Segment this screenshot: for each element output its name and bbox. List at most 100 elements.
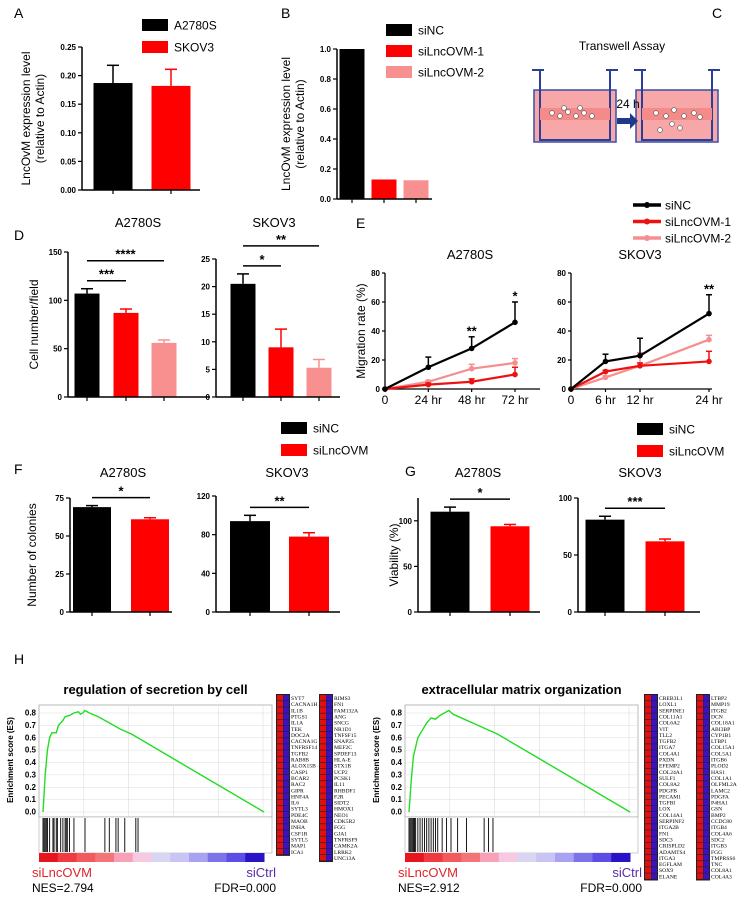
heatmap-cell (326, 695, 332, 701)
heatmap-cell (320, 731, 326, 738)
heatmap-cell (697, 750, 703, 756)
heatmap-cell (703, 861, 709, 867)
heatmap-cell (326, 811, 332, 818)
heatmap-cell (703, 824, 709, 830)
gene-label: ITGA7 (659, 745, 675, 751)
heatmap-cell (697, 830, 703, 836)
legend-marker (644, 218, 650, 225)
bar (490, 526, 530, 612)
gene-label: COL18A1 (711, 721, 735, 727)
gene-label: CRISPLD2 (659, 844, 685, 850)
data-point (425, 381, 432, 388)
y-axis-label: (relative to Actin) (293, 79, 307, 168)
gsea-title: regulation of secretion by cell (63, 682, 247, 697)
heatmap-cell (697, 848, 703, 855)
significance-label: ** (276, 232, 287, 247)
y-tick-label: 50 (55, 532, 64, 541)
heatmap-cell (320, 854, 326, 861)
gene-label: CREB3L1 (659, 696, 683, 702)
heatmap-cell (283, 713, 289, 719)
heatmap-cell (283, 818, 289, 824)
y-tick-label: 0.2 (25, 783, 37, 792)
gene-label: RAB8B (291, 758, 309, 764)
gene-label: COL1A1 (711, 776, 732, 782)
rank-color-segment (151, 853, 171, 862)
data-point (512, 319, 518, 326)
y-tick-label: 0.00 (60, 186, 76, 195)
heatmap-cell (283, 774, 289, 781)
heatmap-cell (277, 695, 283, 701)
heatmap-cell (703, 762, 709, 769)
gene-label: TEK (291, 727, 302, 733)
heatmap-cell (283, 781, 289, 787)
heatmap-cell (645, 818, 651, 824)
y-tick-label: 80 (557, 269, 566, 278)
y-tick-label: 0.7 (391, 721, 403, 730)
gene-label: TGFB2 (659, 739, 676, 745)
gene-label: FN1 (334, 702, 344, 708)
insert (641, 70, 713, 141)
gene-label: SNAP25 (334, 739, 354, 745)
heatmap-cell (651, 799, 657, 806)
gene-label: FGG (334, 825, 345, 831)
series-line (570, 312, 710, 390)
gene-label: ITGB6 (711, 758, 727, 764)
gene-label: SOX9 (659, 868, 673, 874)
rank-color-segment (170, 853, 190, 862)
heatmap-cell (283, 811, 289, 818)
data-point (468, 365, 475, 372)
y-tick-label: 100 (399, 517, 413, 526)
gene-label: ITGB4 (711, 825, 727, 831)
heatmap-cell (651, 756, 657, 763)
heatmap-cell (645, 725, 651, 732)
heatmap-cell (697, 842, 703, 849)
chart-title: A2780S (455, 465, 502, 480)
heatmap-cell (697, 793, 703, 799)
gene-label: MAP1 (291, 844, 306, 850)
gene-label: CASP1 (291, 770, 308, 776)
heatmap-cell (703, 725, 709, 732)
y-tick-label: 25 (55, 570, 64, 579)
heatmap-cell (703, 848, 709, 855)
heatmap-cell (703, 701, 709, 707)
heatmap-cell (651, 818, 657, 824)
heatmap-cell (283, 750, 289, 756)
heatmap-cell (703, 793, 709, 799)
heatmap-cell (703, 836, 709, 842)
heatmap-cell (320, 738, 326, 744)
heatmap-cell (320, 750, 326, 756)
bar (151, 85, 191, 190)
heatmap-cell (703, 867, 709, 873)
gene-label: P4HA1 (711, 801, 728, 807)
data-point (425, 364, 432, 371)
phenotype-right-label: siCtrl (612, 865, 642, 880)
gene-label: GJA1 (334, 831, 347, 837)
gene-label: HMOX1 (334, 807, 354, 813)
legend-swatch (281, 422, 307, 434)
gene-label: TNFRSF14 (291, 745, 317, 751)
heatmap-cell (283, 787, 289, 793)
panel-label-E: E (356, 215, 365, 231)
cell (577, 105, 583, 111)
gene-label: PXDN (659, 758, 674, 764)
bar (585, 519, 625, 612)
significance-label: * (477, 485, 483, 500)
heatmap-cell (283, 848, 289, 855)
heatmap-cell (703, 719, 709, 726)
y-tick-label: 0.4 (320, 135, 332, 144)
gene-label: CAMK2A (334, 844, 358, 850)
rank-color-segment (592, 853, 612, 862)
heatmap-cell (283, 725, 289, 732)
heatmap-cell (320, 799, 326, 806)
heatmap-cell (697, 701, 703, 707)
legend-label: siNC (418, 24, 444, 38)
heatmap-cell (320, 756, 326, 763)
heatmap-cell (277, 701, 283, 707)
rank-color-segment (461, 853, 481, 862)
y-tick-label: 0 (568, 608, 573, 617)
cell (573, 113, 579, 119)
chart-title: SKOV3 (252, 215, 295, 230)
bar (131, 519, 169, 612)
nes-value: NES=2.794 (32, 881, 94, 895)
gene-label: TNFRSF9 (334, 837, 358, 843)
